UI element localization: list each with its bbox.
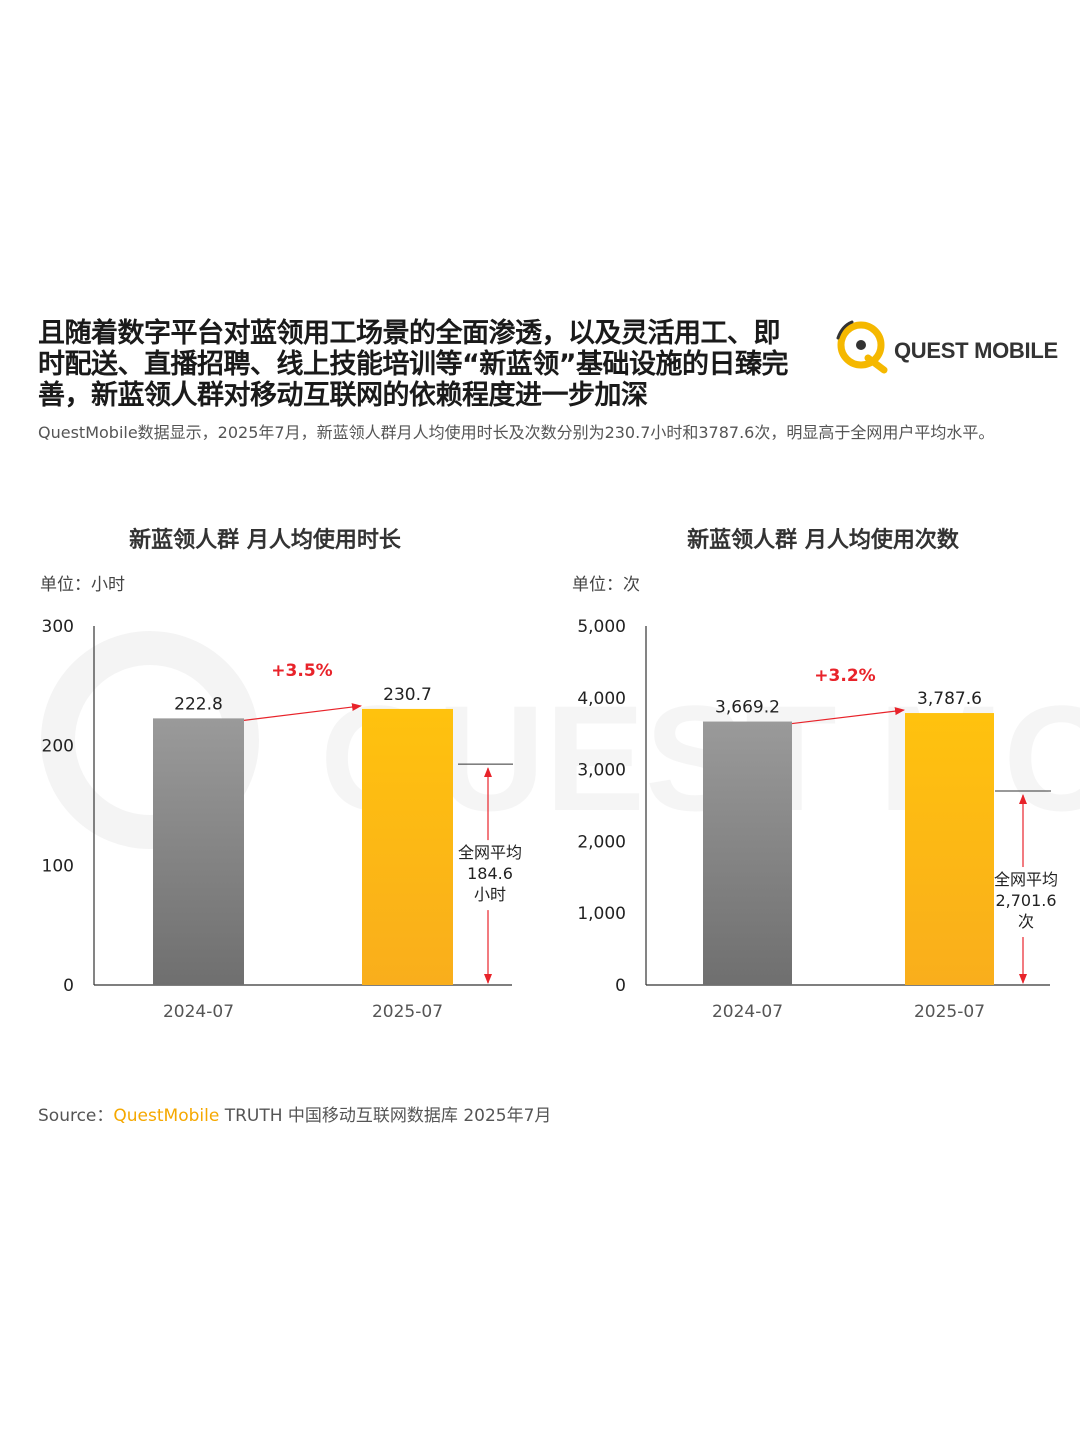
chart-1-growth-label: +3.5% bbox=[271, 661, 332, 681]
chart-1-average-label: 小时 bbox=[474, 885, 506, 904]
chart-2-average-label: 全网平均 bbox=[994, 870, 1058, 889]
chart-2-bar bbox=[703, 721, 792, 985]
chart-2-sessions: 0 1,000 2,000 3,000 4,000 5,000 3,669.2 2024-07… bbox=[577, 617, 1058, 1022]
chart-1-duration: 0 100 200 300 222.8 2024-07 230.7 2025-07 +3.5% 全… bbox=[42, 617, 522, 1022]
chart-1-xtick-label: 2025-07 bbox=[372, 1002, 443, 1022]
source-prefix: Source： bbox=[38, 1106, 114, 1126]
quest-mobile-logo: QUEST MOBILE bbox=[832, 318, 1062, 374]
chart-1-data-label: 222.8 bbox=[174, 694, 223, 714]
chart-1-ytick-label: 0 bbox=[63, 976, 74, 996]
logo-text: QUEST MOBILE bbox=[894, 338, 1058, 363]
chart-2-ytick-label: 2,000 bbox=[577, 832, 626, 852]
chart-1-title: 新蓝领人群 月人均使用时长 bbox=[129, 528, 401, 553]
source-rest: TRUTH 中国移动互联网数据库 2025年7月 bbox=[219, 1106, 552, 1126]
chart-2-ytick-label: 0 bbox=[615, 976, 626, 996]
chart-1-average-label: 全网平均 bbox=[458, 843, 522, 862]
chart-2-bar bbox=[905, 713, 994, 985]
chart-2-xtick-label: 2025-07 bbox=[914, 1002, 985, 1022]
chart-1-growth-arrow bbox=[243, 703, 362, 721]
chart-2-ytick-label: 5,000 bbox=[577, 617, 626, 637]
chart-1-data-label: 230.7 bbox=[383, 685, 432, 705]
chart-2-average-label: 次 bbox=[1018, 912, 1034, 931]
headline: 且随着数字平台对蓝领用工场景的全面渗透，以及灵活用工、即 时配送、直播招聘、线上… bbox=[38, 318, 828, 411]
chart-2-title: 新蓝领人群 月人均使用次数 bbox=[687, 528, 959, 553]
chart-2-xtick-label: 2024-07 bbox=[712, 1002, 783, 1022]
chart-2-data-label: 3,669.2 bbox=[715, 698, 780, 718]
chart-1-ytick-label: 200 bbox=[42, 737, 74, 757]
chart-1-bar bbox=[362, 708, 453, 985]
chart-2-average-label: 2,701.6 bbox=[995, 891, 1056, 910]
quest-mobile-logo-icon bbox=[836, 320, 888, 374]
chart-1-average-label: 184.6 bbox=[467, 864, 513, 883]
chart-1-ytick-label: 300 bbox=[42, 617, 74, 637]
chart-2-ytick-label: 3,000 bbox=[577, 761, 626, 781]
chart-2-growth-arrow bbox=[791, 707, 905, 725]
chart-1-unit: 单位：小时 bbox=[40, 575, 125, 595]
headline-line-1: 且随着数字平台对蓝领用工场景的全面渗透，以及灵活用工、即 bbox=[38, 318, 781, 349]
chart-2-growth-label: +3.2% bbox=[814, 666, 875, 686]
chart-2-data-label: 3,787.6 bbox=[917, 689, 982, 709]
chart-2-ytick-label: 4,000 bbox=[577, 689, 626, 709]
source-brand: QuestMobile bbox=[113, 1106, 220, 1126]
subtitle: QuestMobile数据显示，2025年7月，新蓝领人群月人均使用时长及次数分… bbox=[38, 423, 995, 442]
source-note: Source：QuestMobile TRUTH 中国移动互联网数据库 2025… bbox=[38, 1101, 551, 1126]
chart-1-xtick-label: 2024-07 bbox=[163, 1002, 234, 1022]
chart-2-unit: 单位：次 bbox=[572, 575, 640, 595]
headline-line-3: 善，新蓝领人群对移动互联网的依赖程度进一步加深 bbox=[38, 380, 648, 411]
chart-1-bar bbox=[153, 718, 244, 985]
chart-2-ytick-label: 1,000 bbox=[577, 904, 626, 924]
chart-1-ytick-label: 100 bbox=[42, 856, 74, 876]
headline-line-2: 时配送、直播招聘、线上技能培训等“新蓝领”基础设施的日臻完 bbox=[38, 349, 789, 380]
